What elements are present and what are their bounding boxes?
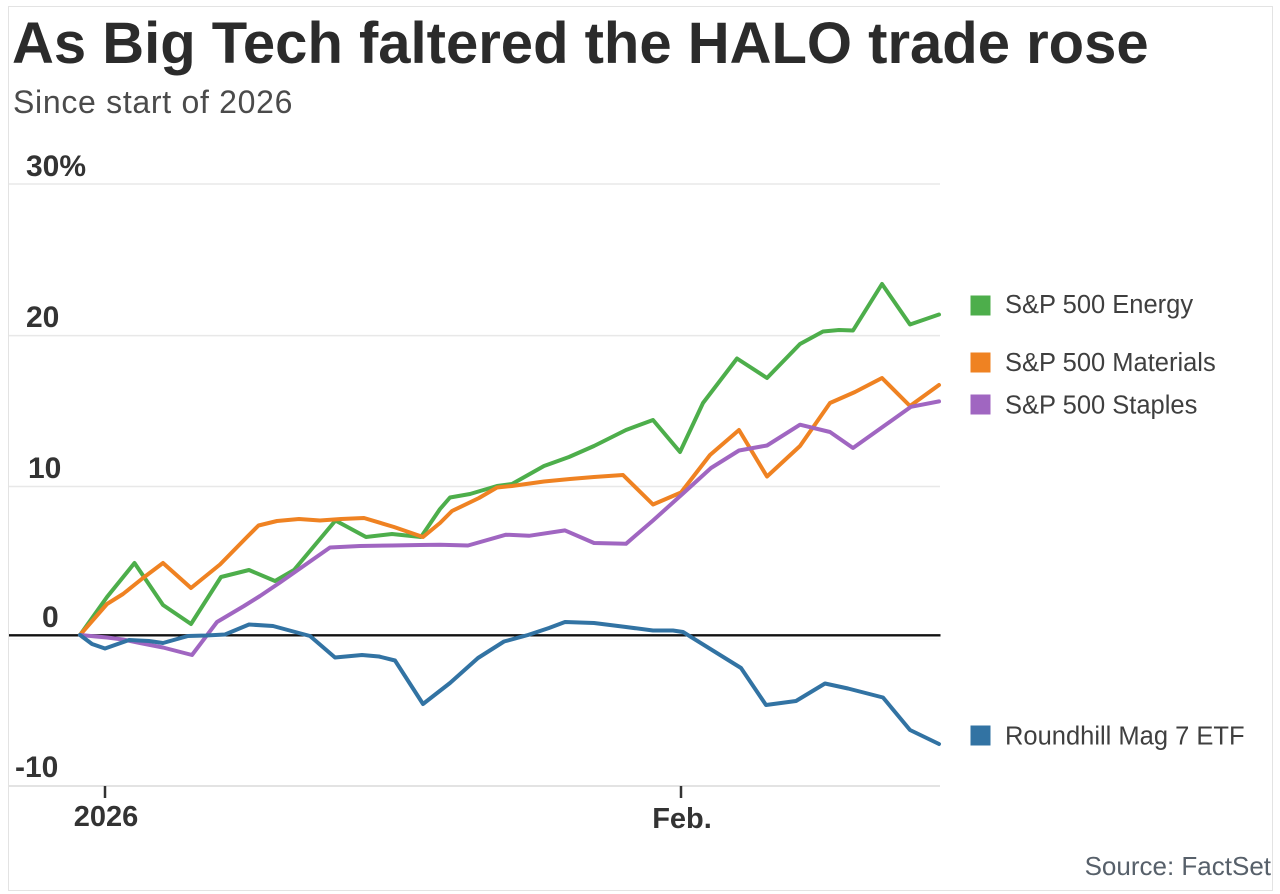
svg-text:0: 0 [42, 601, 59, 634]
svg-text:S&P 500 Materials: S&P 500 Materials [1005, 349, 1216, 377]
svg-text:2026: 2026 [74, 801, 139, 833]
svg-text:Roundhill Mag 7 ETF: Roundhill Mag 7 ETF [1005, 723, 1245, 751]
svg-text:-10: -10 [15, 751, 58, 784]
svg-text:20: 20 [26, 301, 59, 334]
svg-text:30%: 30% [26, 150, 86, 183]
svg-text:Feb.: Feb. [652, 803, 712, 835]
svg-text:Source: FactSet: Source: FactSet [1085, 851, 1272, 881]
svg-text:10: 10 [28, 452, 61, 485]
svg-text:S&P 500 Energy: S&P 500 Energy [1005, 291, 1193, 319]
svg-text:S&P 500 Staples: S&P 500 Staples [1005, 392, 1197, 420]
